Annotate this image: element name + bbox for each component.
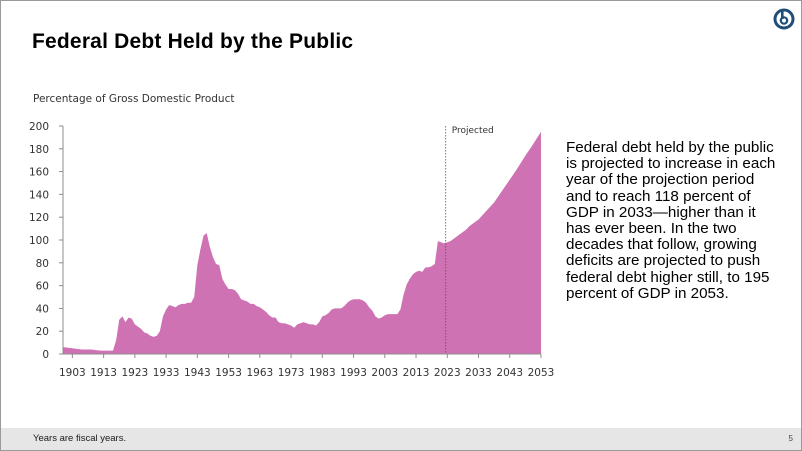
y-tick-label-20: 20 <box>36 326 49 338</box>
x-tick-label-2043: 2043 <box>496 367 523 379</box>
y-tick-label-160: 160 <box>29 167 49 179</box>
y-axis-label: Percentage of Gross Domestic Product <box>33 93 234 105</box>
x-tick-label-2013: 2013 <box>403 367 430 379</box>
y-tick-label-80: 80 <box>36 258 49 270</box>
y-tick-label-0: 0 <box>42 349 49 361</box>
y-tick-label-60: 60 <box>36 281 49 293</box>
y-tick-label-200: 200 <box>29 121 49 133</box>
projected-label: Projected <box>452 126 494 136</box>
x-tick-label-1913: 1913 <box>90 367 117 379</box>
page-number: 5 <box>789 434 793 443</box>
description-text: Federal debt held by the public is proje… <box>566 140 781 302</box>
x-tick-label-1963: 1963 <box>246 367 273 379</box>
x-tick-label-1943: 1943 <box>184 367 211 379</box>
debt-area-series-0 <box>63 132 541 354</box>
x-tick-label-1993: 1993 <box>340 367 367 379</box>
x-tick-label-1923: 1923 <box>121 367 148 379</box>
y-tick-label-40: 40 <box>36 303 49 315</box>
y-tick-label-140: 140 <box>29 189 49 201</box>
x-tick-label-1903: 1903 <box>59 367 86 379</box>
area-layer <box>63 132 541 354</box>
y-tick-label-180: 180 <box>29 144 49 156</box>
x-tick-label-1983: 1983 <box>309 367 336 379</box>
footnote: Years are fiscal years. <box>33 433 126 444</box>
x-tick-label-2023: 2023 <box>434 367 461 379</box>
x-tick-label-2033: 2033 <box>465 367 492 379</box>
x-tick-label-2003: 2003 <box>371 367 398 379</box>
x-tick-label-1953: 1953 <box>215 367 242 379</box>
x-tick-label-1973: 1973 <box>278 367 305 379</box>
footer-bar: Years are fiscal years. 5 <box>1 428 801 450</box>
y-tick-label-100: 100 <box>29 235 49 247</box>
x-tick-label-1933: 1933 <box>153 367 180 379</box>
x-tick-label-2053: 2053 <box>528 367 555 379</box>
y-tick-label-120: 120 <box>29 212 49 224</box>
